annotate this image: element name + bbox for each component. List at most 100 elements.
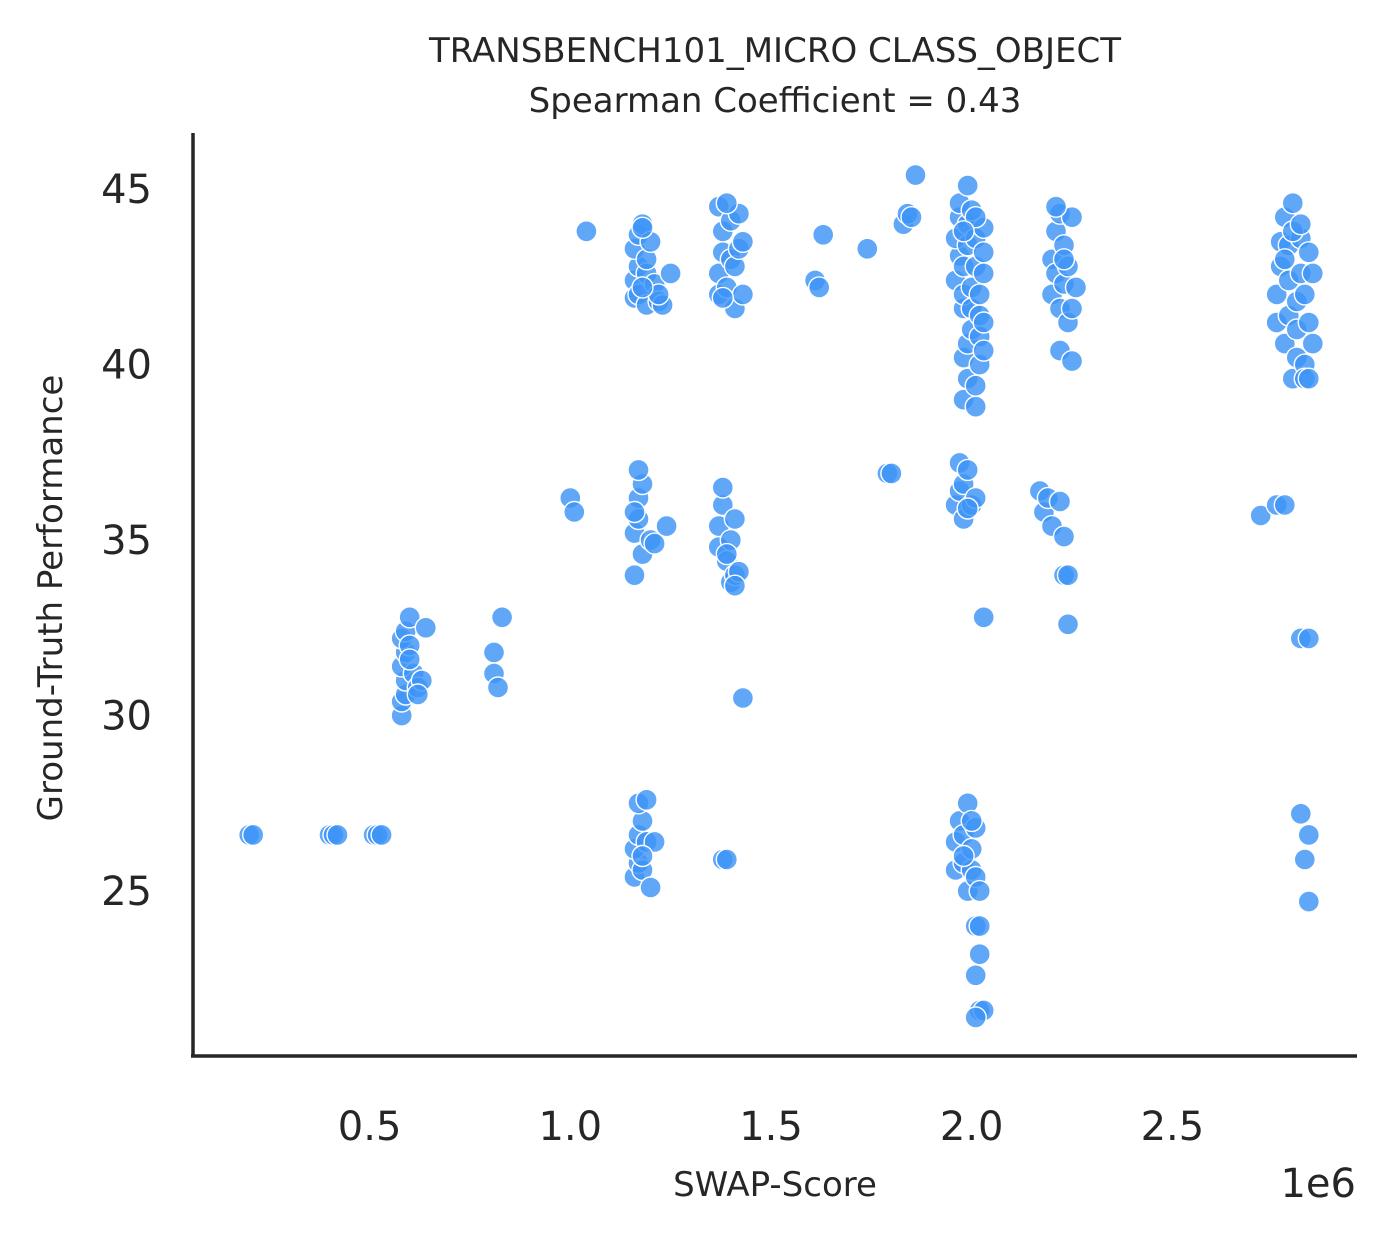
data-point [956, 458, 979, 482]
data-point [631, 844, 654, 868]
data-point [627, 458, 650, 482]
data-point [1289, 802, 1313, 825]
y-tick-label: 45 [101, 167, 152, 213]
data-point [631, 276, 654, 299]
data-point [964, 1006, 987, 1029]
data-point [1044, 195, 1068, 218]
data-point [964, 374, 987, 397]
data-point [1249, 504, 1272, 527]
data-point [639, 876, 662, 899]
data-point [904, 163, 927, 187]
data-point [643, 532, 666, 555]
data-point [972, 262, 995, 285]
data-point [1297, 241, 1321, 264]
data-point [659, 262, 682, 285]
data-point [563, 500, 586, 524]
data-point [635, 788, 658, 811]
x-tick-label: 1.5 [739, 1104, 803, 1150]
data-point [960, 809, 983, 833]
data-point [1297, 823, 1321, 847]
data-point [972, 311, 995, 334]
data-point [370, 823, 393, 847]
data-point [1060, 205, 1084, 229]
data-point [1052, 525, 1076, 548]
data-point [731, 283, 755, 306]
y-axis-ticks: 25 30 35 40 45 [101, 167, 152, 915]
data-point [1056, 613, 1080, 636]
data-point [623, 564, 646, 587]
data-point [968, 914, 991, 938]
data-point [711, 286, 734, 310]
data-point [1056, 564, 1080, 587]
y-axis-label: Ground-Truth Performance [31, 375, 71, 822]
y-tick-label: 35 [101, 518, 152, 564]
data-point [812, 223, 835, 247]
data-point [880, 462, 903, 485]
data-point [655, 514, 678, 538]
data-point [1297, 367, 1321, 390]
data-point [398, 606, 421, 629]
data-point [972, 339, 995, 362]
x-tick-label: 2.0 [940, 1104, 1004, 1150]
data-point [1301, 262, 1325, 285]
data-point [414, 616, 437, 639]
x-tick-label: 0.5 [338, 1104, 402, 1150]
data-point [968, 943, 991, 966]
data-point [731, 230, 755, 254]
data-point [964, 964, 987, 987]
data-point [952, 220, 975, 243]
data-point [623, 500, 646, 524]
x-axis-label: SWAP-Score [673, 1165, 877, 1205]
data-point [1048, 490, 1072, 513]
data-point [1052, 248, 1076, 271]
data-point [326, 823, 349, 847]
data-point [856, 237, 879, 261]
y-tick-label: 40 [101, 343, 152, 389]
data-point [1281, 191, 1305, 215]
data-point [1301, 332, 1325, 355]
data-point [406, 683, 429, 706]
data-point [900, 205, 923, 229]
data-point [1273, 493, 1297, 517]
data-point [723, 574, 747, 597]
data-point [486, 676, 510, 699]
data-point [731, 686, 755, 710]
data-point [241, 823, 265, 847]
y-tick-label: 30 [101, 694, 152, 740]
data-point [1297, 627, 1321, 650]
data-point [1293, 283, 1317, 306]
data-point [1297, 311, 1321, 334]
data-point [1060, 349, 1084, 373]
data-point [711, 476, 734, 499]
data-point [575, 220, 598, 243]
data-point [1297, 890, 1321, 913]
data-point [956, 174, 979, 197]
data-point [490, 606, 514, 629]
data-point [964, 395, 987, 418]
data-point [1289, 212, 1313, 236]
data-point [723, 507, 747, 531]
data-points [237, 163, 1325, 1029]
data-point [1064, 276, 1088, 299]
x-tick-label: 2.5 [1141, 1104, 1205, 1150]
data-point [715, 542, 738, 566]
data-point [1273, 248, 1297, 271]
data-point [972, 606, 995, 629]
data-point [968, 879, 991, 903]
chart-subtitle: Spearman Coefficient = 0.43 [529, 81, 1022, 121]
data-point [1060, 297, 1084, 320]
x-axis-ticks: 0.5 1.0 1.5 2.0 2.5 [338, 1104, 1204, 1150]
data-point [956, 497, 979, 520]
data-point [1293, 848, 1317, 871]
data-point [631, 216, 654, 240]
y-tick-label: 25 [101, 869, 152, 915]
data-point [972, 241, 995, 264]
data-point [482, 641, 506, 664]
data-point [952, 844, 975, 868]
data-point [808, 276, 831, 299]
data-point [715, 191, 738, 215]
data-point [968, 283, 991, 306]
chart-title: TRANSBENCH101_MICRO CLASS_OBJECT [428, 31, 1121, 71]
data-point [398, 648, 421, 671]
